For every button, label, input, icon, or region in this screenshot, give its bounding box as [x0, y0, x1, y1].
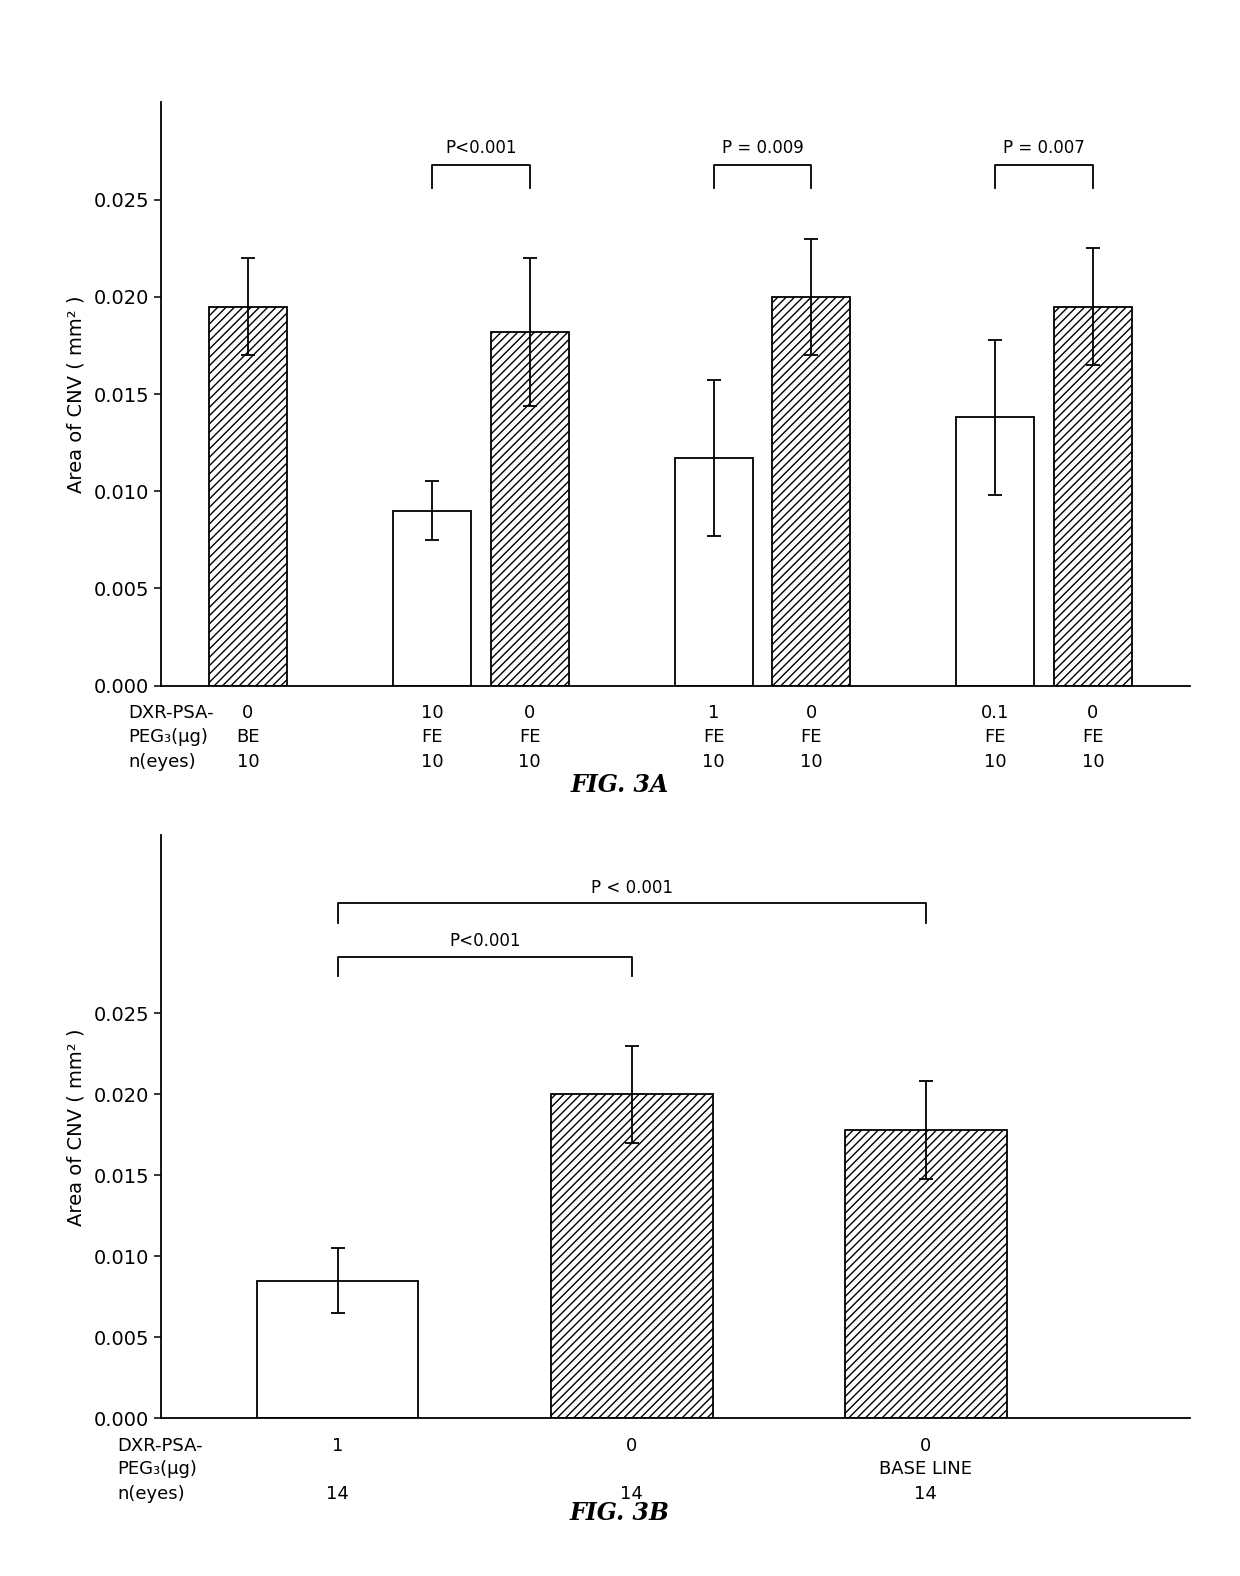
Text: FE: FE	[703, 728, 724, 745]
Text: FE: FE	[985, 728, 1006, 745]
Text: 1: 1	[332, 1437, 343, 1455]
Text: PEG₃(μg): PEG₃(μg)	[129, 728, 208, 745]
Text: 14: 14	[620, 1486, 644, 1504]
Text: 14: 14	[914, 1486, 937, 1504]
Text: 0: 0	[242, 704, 253, 722]
Text: FE: FE	[801, 728, 822, 745]
Text: 0.1: 0.1	[981, 704, 1009, 722]
Text: 10: 10	[518, 753, 541, 771]
Text: FE: FE	[1083, 728, 1104, 745]
Text: 0: 0	[525, 704, 536, 722]
Bar	[844, 1130, 1007, 1418]
Bar	[393, 511, 471, 686]
Text: P < 0.001: P < 0.001	[590, 879, 672, 897]
Text: DXR-PSA-: DXR-PSA-	[129, 704, 215, 722]
Text: 10: 10	[237, 753, 259, 771]
Y-axis label: Area of CNV ( mm² ): Area of CNV ( mm² )	[67, 295, 86, 493]
Bar	[551, 1094, 713, 1418]
Text: 10: 10	[420, 753, 444, 771]
Text: FIG. 3A: FIG. 3A	[570, 772, 670, 797]
Text: 0: 0	[1087, 704, 1099, 722]
Bar	[257, 1281, 418, 1418]
Text: P<0.001: P<0.001	[449, 933, 521, 950]
Bar	[1054, 307, 1132, 686]
Text: P = 0.009: P = 0.009	[722, 139, 804, 158]
Text: DXR-PSA-: DXR-PSA-	[117, 1437, 202, 1455]
Text: 0: 0	[626, 1437, 637, 1455]
Bar	[675, 459, 753, 686]
Bar	[773, 296, 851, 686]
Text: PEG₃(μg): PEG₃(μg)	[117, 1461, 197, 1478]
Bar	[208, 307, 286, 686]
Text: BE: BE	[236, 728, 259, 745]
Text: 10: 10	[702, 753, 725, 771]
Text: 10: 10	[1081, 753, 1104, 771]
Text: 10: 10	[420, 704, 444, 722]
Text: FE: FE	[518, 728, 541, 745]
Text: n(eyes): n(eyes)	[117, 1486, 185, 1504]
Text: 10: 10	[985, 753, 1007, 771]
Text: 0: 0	[806, 704, 817, 722]
Text: P<0.001: P<0.001	[445, 139, 517, 158]
Text: P = 0.007: P = 0.007	[1003, 139, 1085, 158]
Text: FIG. 3B: FIG. 3B	[570, 1500, 670, 1526]
Text: 1: 1	[708, 704, 719, 722]
Text: 0: 0	[920, 1437, 931, 1455]
Text: 10: 10	[800, 753, 822, 771]
Bar	[956, 418, 1034, 686]
Y-axis label: Area of CNV ( mm² ): Area of CNV ( mm² )	[67, 1028, 86, 1226]
Text: 14: 14	[326, 1486, 350, 1504]
Text: FE: FE	[422, 728, 443, 745]
Text: n(eyes): n(eyes)	[129, 753, 196, 771]
Bar	[491, 333, 569, 686]
Text: BASE LINE: BASE LINE	[879, 1461, 972, 1478]
